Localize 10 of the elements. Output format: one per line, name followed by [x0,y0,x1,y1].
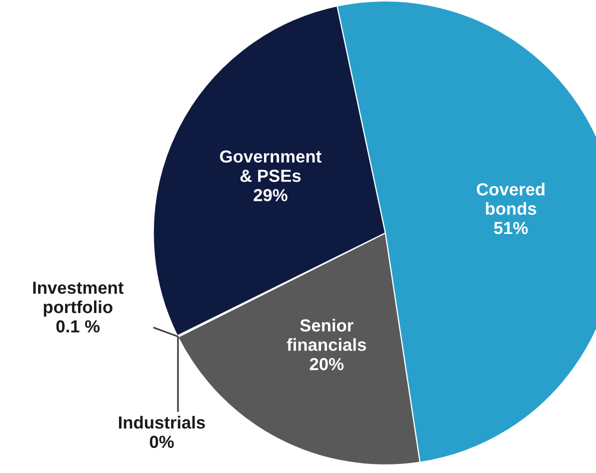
data-label: 29% [254,189,288,202]
text: 0% [150,436,174,448]
slice-label: Covered bonds [476,182,544,215]
slice-label: Senior financials [286,318,366,351]
data-label: 51% [494,222,528,234]
slice-label: Government & PSEs [220,150,322,182]
data-label: 20% [310,358,344,370]
data-label: 0.1 % [56,320,100,333]
category-label: Industrials [118,416,205,429]
slice-label: Investment portfolio [33,282,124,317]
